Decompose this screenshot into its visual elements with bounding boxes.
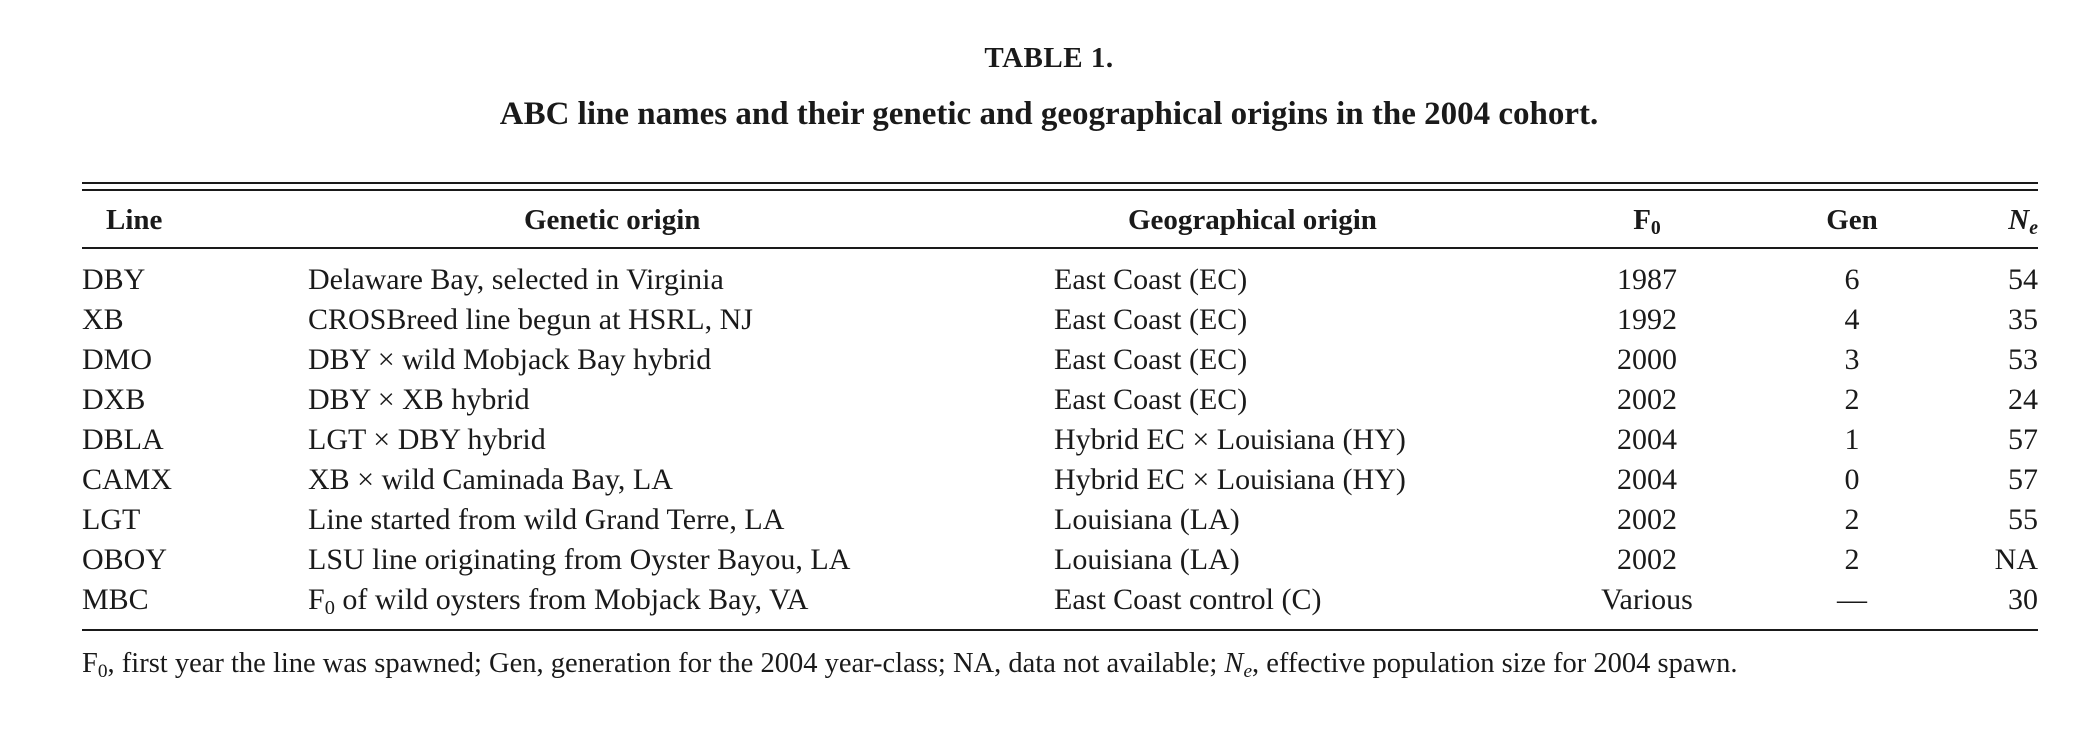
cell-gen: 2 — [1844, 543, 1860, 576]
table-row: DBY Delaware Bay, selected in Virginia E… — [82, 260, 2038, 300]
header-f0-base: F — [1633, 204, 1651, 236]
cell-gen: 0 — [1844, 463, 1860, 496]
cell-genetic-origin: XB × wild Caminada Bay, LA — [308, 463, 673, 496]
cell-gen: 4 — [1844, 303, 1860, 336]
bottom-rule — [82, 629, 2038, 631]
cell-f0: 2002 — [1617, 383, 1677, 416]
cell-f0: 2002 — [1617, 503, 1677, 536]
table-row: OBOY LSU line originating from Oyster Ba… — [82, 540, 2038, 580]
header-genetic-origin: Genetic origin — [524, 204, 701, 236]
cell-genetic-origin: F0 of wild oysters from Mobjack Bay, VA — [308, 580, 808, 628]
cell-gen: — — [1837, 583, 1867, 616]
cell-genetic-origin: CROSBreed line begun at HSRL, NJ — [308, 303, 753, 336]
cell-genetic-origin: LSU line originating from Oyster Bayou, … — [308, 543, 851, 576]
cell-geographical-origin: East Coast (EC) — [1054, 383, 1248, 416]
footnote-ne-base: N — [1224, 648, 1244, 679]
header-geographical-origin: Geographical origin — [1128, 204, 1377, 236]
header-rule — [82, 247, 2038, 249]
top-rule-2 — [82, 189, 2038, 191]
cell-geographical-origin: East Coast (EC) — [1054, 303, 1248, 336]
cell-f0: 2000 — [1617, 343, 1677, 376]
cell-geographical-origin: East Coast control (C) — [1054, 583, 1322, 616]
cell-genetic-f-base: F — [308, 583, 325, 616]
cell-line: CAMX — [82, 463, 173, 496]
cell-genetic-origin: Delaware Bay, selected in Virginia — [308, 263, 724, 296]
cell-gen: 2 — [1844, 383, 1860, 416]
cell-genetic-rest: of wild oysters from Mobjack Bay, VA — [334, 583, 809, 616]
cell-genetic-origin: DBY × XB hybrid — [308, 383, 530, 416]
cell-geographical-origin: Hybrid EC × Louisiana (HY) — [1054, 463, 1406, 496]
cell-line: DMO — [82, 343, 153, 376]
cell-geographical-origin: Louisiana (LA) — [1054, 503, 1240, 536]
cell-gen: 1 — [1844, 423, 1860, 456]
cell-gen: 2 — [1844, 503, 1860, 536]
footnote-ne: Ne — [1224, 648, 1253, 682]
table-row: XB CROSBreed line begun at HSRL, NJ East… — [82, 300, 2038, 340]
header-ne-base: N — [2008, 204, 2030, 236]
header-line: Line — [106, 204, 163, 236]
cell-ne: 30 — [2008, 583, 2038, 616]
cell-geographical-origin: East Coast (EC) — [1054, 263, 1248, 296]
table-row: MBC F0 of wild oysters from Mobjack Bay,… — [82, 580, 2038, 620]
cell-ne: 55 — [2008, 503, 2038, 536]
cell-line: MBC — [82, 583, 149, 616]
cell-line: LGT — [82, 503, 141, 536]
cell-f0: 1987 — [1617, 263, 1677, 296]
header-gen: Gen — [1826, 204, 1878, 236]
cell-genetic-origin: LGT × DBY hybrid — [308, 423, 546, 456]
cell-geographical-origin: Louisiana (LA) — [1054, 543, 1240, 576]
footnote-text-2: , effective population size for 2004 spa… — [1252, 648, 1738, 679]
header-f0-sub: 0 — [1650, 216, 1661, 239]
table-row: DMO DBY × wild Mobjack Bay hybrid East C… — [82, 340, 2038, 380]
table-header-row: Line Genetic origin Geographical origin … — [82, 200, 2038, 240]
cell-line: XB — [82, 303, 124, 336]
cell-gen: 6 — [1844, 263, 1860, 296]
header-ne-sub: e — [2029, 216, 2038, 239]
cell-ne: 57 — [2008, 423, 2038, 456]
footnote-f-base: F — [82, 648, 98, 679]
cell-ne: 35 — [2008, 303, 2038, 336]
table-row: DBLA LGT × DBY hybrid Hybrid EC × Louisi… — [82, 420, 2038, 460]
cell-f0: 1992 — [1617, 303, 1677, 336]
table-caption: ABC line names and their genetic and geo… — [499, 96, 1599, 132]
header-ne: Ne — [2008, 200, 2038, 248]
footnote-text-1: , first year the line was spawned; Gen, … — [107, 648, 1225, 679]
cell-f0: 2004 — [1617, 423, 1677, 456]
cell-line: DXB — [82, 383, 146, 416]
footnote-ne-sub: e — [1243, 660, 1253, 682]
cell-genetic-origin: Line started from wild Grand Terre, LA — [308, 503, 785, 536]
cell-ne: 57 — [2008, 463, 2038, 496]
cell-ne: 54 — [2008, 263, 2038, 296]
table-footnote: F0, first year the line was spawned; Gen… — [82, 648, 1737, 683]
cell-genetic-origin: DBY × wild Mobjack Bay hybrid — [308, 343, 712, 376]
cell-line: DBY — [82, 263, 146, 296]
top-rule-1 — [82, 182, 2038, 184]
cell-f0: Various — [1601, 583, 1693, 616]
cell-geographical-origin: Hybrid EC × Louisiana (HY) — [1054, 423, 1406, 456]
cell-line: DBLA — [82, 423, 164, 456]
header-f0: F0 — [1557, 200, 1737, 248]
table-row: LGT Line started from wild Grand Terre, … — [82, 500, 2038, 540]
table-row: CAMX XB × wild Caminada Bay, LA Hybrid E… — [82, 460, 2038, 500]
cell-geographical-origin: East Coast (EC) — [1054, 343, 1248, 376]
cell-genetic-f-sub: 0 — [324, 597, 335, 620]
cell-ne: NA — [1994, 543, 2038, 576]
cell-line: OBOY — [82, 543, 168, 576]
cell-gen: 3 — [1844, 343, 1860, 376]
cell-f0: 2004 — [1617, 463, 1677, 496]
table-label: TABLE 1. — [984, 42, 1114, 74]
cell-f0: 2002 — [1617, 543, 1677, 576]
table-row: DXB DBY × XB hybrid East Coast (EC) 2002… — [82, 380, 2038, 420]
cell-ne: 53 — [2008, 343, 2038, 376]
cell-ne: 24 — [2008, 383, 2038, 416]
footnote-f-sub: 0 — [97, 660, 108, 682]
